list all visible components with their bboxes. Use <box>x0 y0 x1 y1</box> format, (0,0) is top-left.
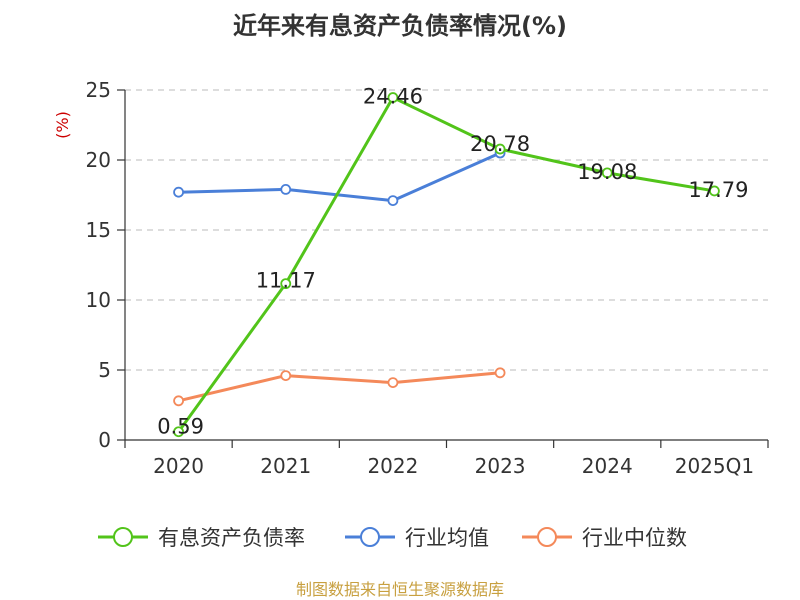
x-tick-label: 2025Q1 <box>675 454 754 478</box>
y-tick-label: 5 <box>98 358 111 382</box>
legend-marker <box>113 527 133 547</box>
data-labels: 0.59 11.17 24.46 20.78 19.08 17.79 <box>157 85 748 439</box>
data-point <box>494 143 506 155</box>
data-point <box>173 186 184 198</box>
data-point <box>387 377 399 389</box>
x-tick-label: 2020 <box>153 454 204 478</box>
axes: 0 5 10 15 20 25 2020 2021 2022 2023 2024 2025Q1 <box>86 78 769 478</box>
data-point <box>494 367 506 379</box>
data-point <box>173 426 184 438</box>
legend-label: 行业中位数 <box>582 526 687 550</box>
x-tick-label: 2021 <box>260 454 311 478</box>
data-point <box>709 185 720 197</box>
series-line <box>178 151 501 203</box>
data-label: 20.78 <box>470 132 530 156</box>
legend-item: 有息资产负债率 <box>98 526 305 550</box>
chart-title: 近年来有息资产负债率情况(%) <box>233 12 567 40</box>
legend-marker <box>537 527 557 547</box>
data-label: 17.79 <box>688 178 748 202</box>
data-label: 24.46 <box>363 85 423 109</box>
y-tick-label: 25 <box>86 78 111 102</box>
legend-label: 有息资产负债率 <box>158 526 305 550</box>
data-point <box>280 370 292 382</box>
x-tick-label: 2022 <box>367 454 418 478</box>
y-axis-unit: (%) <box>53 111 72 139</box>
series-line <box>178 371 501 403</box>
x-tick-label: 2023 <box>475 454 526 478</box>
series-lines <box>173 92 720 438</box>
y-tick-label: 10 <box>86 288 111 312</box>
data-point <box>387 92 399 103</box>
legend: 有息资产负债率 行业均值 行业中位数 <box>98 526 687 550</box>
series-line <box>177 96 715 433</box>
data-point <box>173 395 184 407</box>
data-label: 11.17 <box>256 269 316 293</box>
grid-lines <box>125 89 768 371</box>
x-tick-label: 2024 <box>582 454 633 478</box>
legend-item: 行业均值 <box>345 526 489 550</box>
legend-marker <box>360 527 380 547</box>
data-label: 19.08 <box>577 160 637 184</box>
data-label: 0.59 <box>157 415 204 439</box>
y-tick-label: 20 <box>86 148 111 172</box>
data-point <box>280 183 292 195</box>
data-point <box>601 167 613 179</box>
source-note: 制图数据来自恒生聚源数据库 <box>296 580 504 599</box>
legend-label: 行业均值 <box>405 526 489 550</box>
data-point <box>387 195 399 207</box>
y-tick-label: 15 <box>86 218 111 242</box>
legend-item: 行业中位数 <box>522 526 687 550</box>
data-point <box>280 278 292 290</box>
y-tick-label: 0 <box>98 428 111 452</box>
